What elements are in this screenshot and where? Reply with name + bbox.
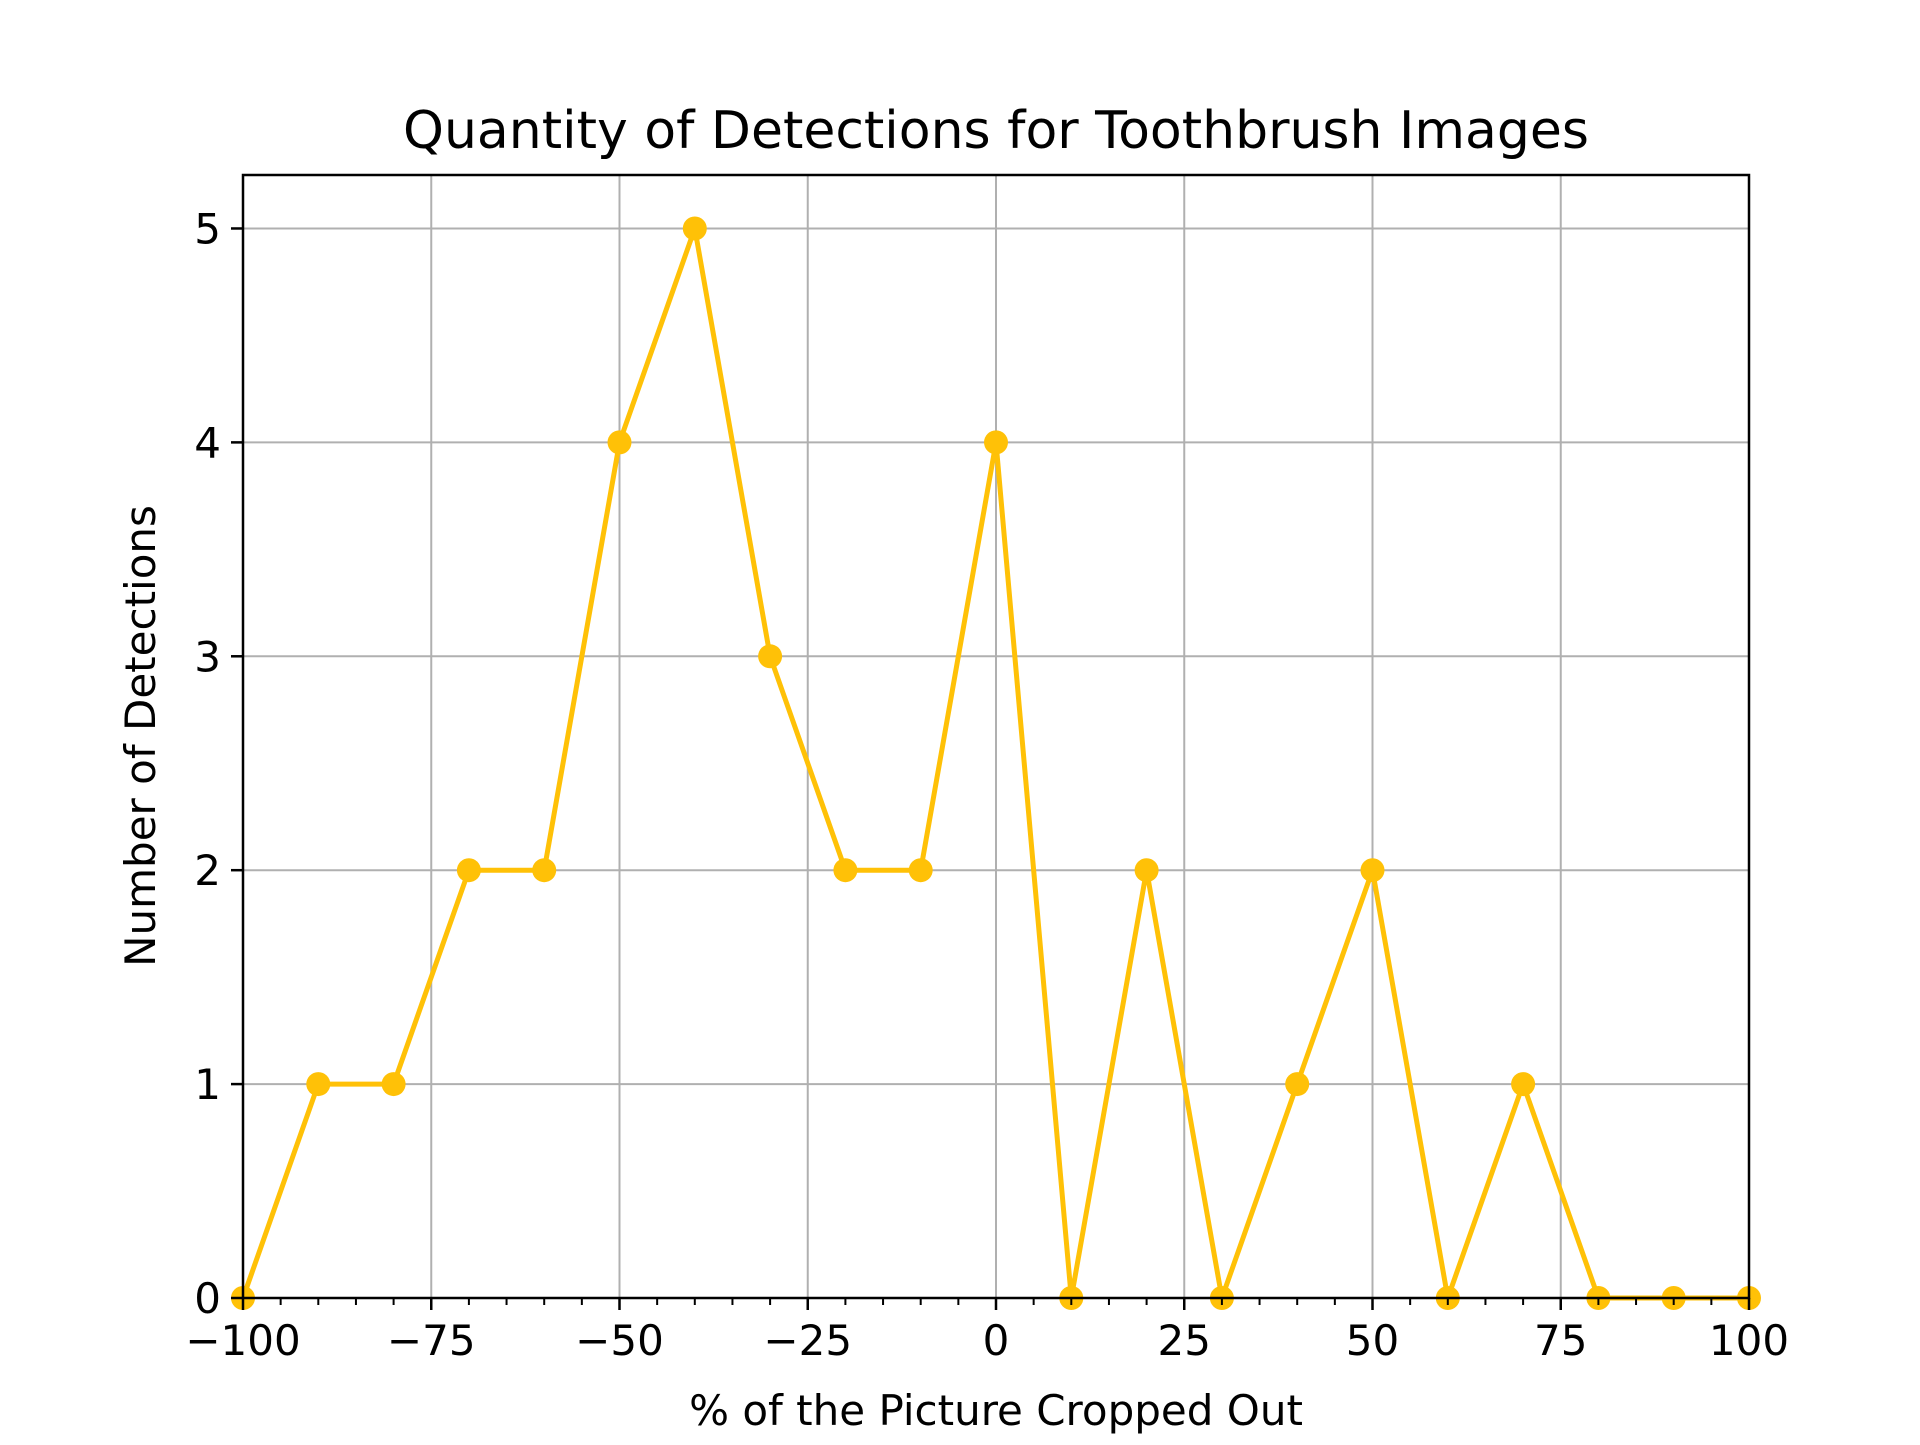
x-tick-label: 100	[1709, 1316, 1789, 1365]
y-tick-label: 2	[194, 846, 221, 895]
x-tick-label: −75	[387, 1316, 476, 1365]
data-point	[607, 430, 632, 455]
axis-ticks: −100 −75 −50 −25 0 25 50 75 100 0 1 2 3 4 5	[185, 204, 1789, 1365]
data-point	[833, 858, 858, 883]
data-point	[984, 430, 1008, 455]
x-tick-label: −25	[763, 1316, 852, 1365]
data-point	[908, 858, 933, 883]
data-point	[532, 858, 557, 883]
data-point	[1134, 858, 1159, 883]
y-tick-label: 5	[194, 204, 221, 253]
y-tick-label: 1	[194, 1060, 221, 1109]
x-tick-label: 75	[1534, 1316, 1587, 1365]
x-axis-label: % of the Picture Cropped Out	[689, 1386, 1303, 1435]
y-tick-label: 0	[194, 1274, 221, 1323]
data-point	[682, 216, 707, 241]
data-point	[381, 1072, 406, 1097]
x-tick-label: −100	[185, 1316, 300, 1365]
chart-title: Quantity of Detections for Toothbrush Im…	[403, 101, 1589, 161]
x-tick-label: 50	[1346, 1316, 1399, 1365]
data-point	[758, 644, 783, 669]
x-tick-label: 25	[1158, 1316, 1211, 1365]
data-point	[1511, 1072, 1536, 1097]
data-point	[306, 1072, 331, 1097]
y-tick-label: 4	[194, 418, 221, 467]
data-point	[456, 858, 481, 883]
x-tick-label: 0	[983, 1316, 1010, 1365]
x-tick-label: −50	[575, 1316, 664, 1365]
data-point	[1285, 1072, 1310, 1097]
data-point	[1360, 858, 1385, 883]
y-axis-label: Number of Detections	[116, 505, 165, 967]
y-tick-label: 3	[194, 632, 221, 681]
